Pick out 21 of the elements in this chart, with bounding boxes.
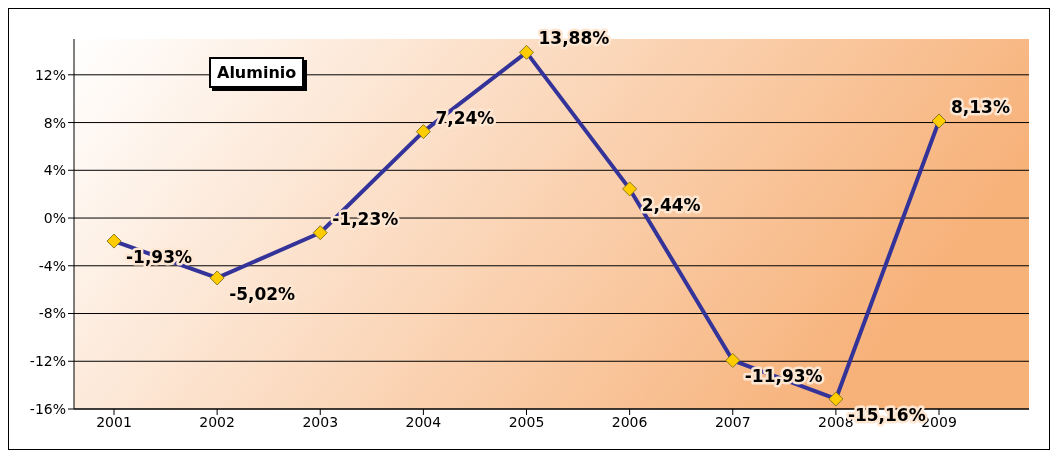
x-tick-label: 2001: [96, 413, 132, 430]
x-tick-label: 2006: [611, 413, 648, 430]
x-tick-label: 2003: [302, 413, 339, 430]
y-tick-label: 8%: [43, 114, 66, 131]
data-label: 13,88%: [538, 28, 610, 49]
y-tick-label: 12%: [34, 66, 66, 83]
text: Aluminio: [209, 57, 305, 88]
y-tick-label: -16%: [29, 400, 66, 417]
y-tick-label: 4%: [43, 162, 66, 179]
y-tick-label: -4%: [38, 257, 66, 274]
x-tick-label: 2005: [508, 413, 545, 430]
data-label: -1,23%: [332, 208, 399, 229]
x-tick-label: 2004: [405, 413, 442, 430]
y-tick-label: -8%: [38, 305, 66, 322]
x-tick-label: 2007: [714, 413, 751, 430]
x-tick-label: 2002: [199, 413, 235, 430]
data-label: -5,02%: [229, 283, 296, 304]
y-tick-label: 0%: [43, 210, 66, 226]
y-tick-label: -12%: [29, 353, 66, 370]
data-label: 8,13%: [951, 97, 1010, 117]
data-label: 2,44%: [641, 194, 701, 215]
